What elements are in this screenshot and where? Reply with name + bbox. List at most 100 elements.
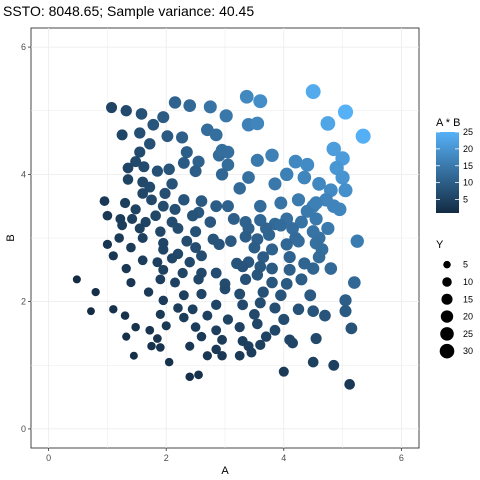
scatter-point bbox=[253, 94, 268, 109]
scatter-point bbox=[236, 260, 249, 273]
scatter-point bbox=[173, 303, 183, 313]
scatter-point bbox=[335, 170, 350, 185]
scatter-point bbox=[215, 143, 229, 157]
scatter-point bbox=[134, 127, 146, 139]
scatter-point bbox=[138, 161, 150, 173]
scatter-point bbox=[326, 199, 341, 213]
scatter-point bbox=[225, 235, 237, 247]
scatter-point bbox=[161, 130, 174, 143]
scatter-point bbox=[295, 273, 308, 286]
scatter-point bbox=[268, 177, 282, 191]
scatter-point bbox=[72, 275, 81, 284]
scatter-point bbox=[350, 234, 364, 248]
scatter-point bbox=[134, 146, 146, 158]
scatter-point bbox=[337, 104, 354, 120]
scatter-point bbox=[91, 287, 100, 297]
scatter-point bbox=[202, 310, 213, 321]
scatter-point bbox=[178, 194, 190, 206]
scatter-point bbox=[249, 309, 260, 320]
scatter-point bbox=[283, 251, 296, 264]
scatter-point bbox=[326, 141, 341, 157]
scatter-point bbox=[87, 307, 95, 316]
scatter-point bbox=[320, 116, 336, 131]
scatter-point bbox=[126, 277, 136, 288]
scatter-point bbox=[288, 154, 303, 169]
scatter-point bbox=[168, 96, 182, 109]
scatter-point bbox=[210, 267, 222, 279]
scatter-point bbox=[221, 200, 234, 213]
y-tick-label: 4 bbox=[21, 169, 26, 179]
scatter-point bbox=[294, 215, 308, 229]
scatter-point bbox=[137, 188, 149, 199]
scatter-point bbox=[187, 304, 198, 315]
scatter-point bbox=[260, 331, 272, 342]
scatter-point bbox=[203, 100, 217, 114]
scatter-point bbox=[328, 359, 340, 371]
y-tick-label: 2 bbox=[21, 297, 26, 307]
scatter-point bbox=[145, 325, 155, 335]
scatter-point bbox=[274, 196, 288, 210]
scatter-point bbox=[246, 347, 257, 358]
scatter-point bbox=[106, 102, 118, 114]
scatter-point bbox=[146, 194, 157, 206]
scatter-point bbox=[248, 241, 261, 254]
scatter-point bbox=[211, 344, 221, 355]
scatter-point bbox=[184, 256, 196, 268]
scatter-point bbox=[324, 262, 338, 275]
scatter-point bbox=[137, 232, 148, 244]
scatter-point bbox=[307, 305, 319, 317]
scatter-point bbox=[227, 212, 240, 225]
scatter-point bbox=[274, 219, 288, 232]
scatter-point bbox=[292, 234, 305, 248]
scatter-point bbox=[187, 210, 199, 222]
size-legend-key bbox=[441, 293, 453, 305]
scatter-point bbox=[233, 182, 246, 195]
scatter-point bbox=[204, 216, 217, 228]
scatter-point bbox=[219, 109, 233, 123]
size-legend-label: 15 bbox=[463, 294, 473, 304]
scatter-point bbox=[217, 350, 227, 361]
scatter-point bbox=[300, 157, 315, 172]
scatter-point bbox=[307, 356, 319, 368]
size-legend: 5 10 15 20 25 30 bbox=[439, 260, 473, 359]
scatter-point bbox=[179, 312, 189, 323]
scatter-point bbox=[254, 297, 266, 309]
scatter-point bbox=[305, 84, 321, 100]
scatter-point bbox=[99, 196, 110, 206]
axes: 0 2 4 6 0 2 4 6 bbox=[21, 42, 404, 463]
scatter-point bbox=[310, 332, 322, 345]
scatter-point bbox=[213, 238, 225, 251]
color-legend-label: 25 bbox=[463, 127, 473, 137]
scatter-point bbox=[158, 295, 169, 306]
scatter-point bbox=[239, 89, 254, 104]
scatter-point bbox=[183, 99, 197, 112]
scatter-point bbox=[297, 170, 312, 185]
color-legend-label: 5 bbox=[463, 195, 468, 205]
color-legend-label: 15 bbox=[463, 161, 473, 171]
scatter-point bbox=[304, 289, 317, 302]
scatter-point bbox=[157, 111, 170, 124]
color-legend-ticks: 5 10 15 20 25 bbox=[436, 127, 473, 205]
y-tick-label: 6 bbox=[21, 42, 26, 52]
scatter-point bbox=[222, 314, 234, 325]
scatter-point bbox=[312, 250, 326, 264]
scatter-point bbox=[319, 309, 331, 322]
scatter-point bbox=[185, 372, 195, 382]
scatter-point bbox=[345, 322, 358, 335]
scatter-point bbox=[119, 197, 131, 209]
scatter-point bbox=[217, 334, 227, 345]
scatter-point bbox=[178, 290, 189, 301]
scatter-point bbox=[262, 228, 276, 241]
scatter-point bbox=[166, 178, 178, 190]
scatter-point bbox=[108, 251, 118, 261]
scatter-point bbox=[158, 244, 169, 255]
scatter-point bbox=[265, 148, 279, 162]
scatter-point bbox=[287, 337, 298, 349]
scatter-point bbox=[266, 276, 278, 289]
scatter-point bbox=[155, 309, 165, 319]
scatter-point bbox=[283, 263, 296, 276]
scatter-point bbox=[157, 200, 169, 212]
scatter-point bbox=[116, 129, 128, 141]
size-legend-label: 20 bbox=[463, 312, 473, 322]
scatter-point bbox=[131, 322, 140, 332]
